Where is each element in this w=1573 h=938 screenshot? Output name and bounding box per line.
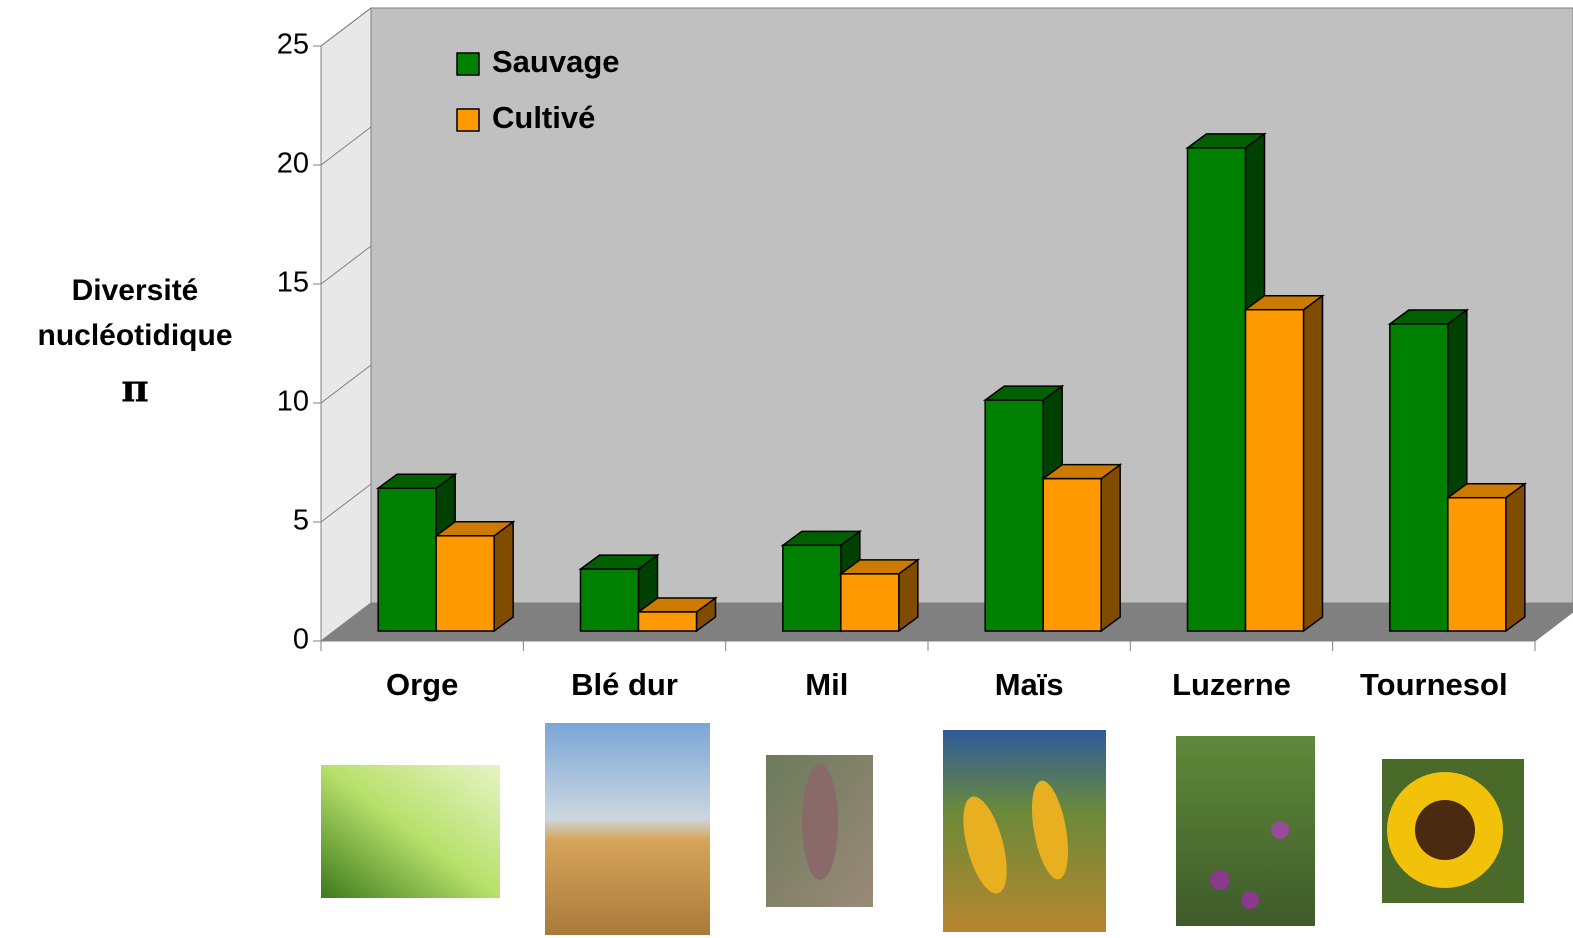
legend-label: Cultivé	[492, 100, 595, 135]
y-tick-label: 20	[277, 148, 309, 180]
bar-front	[435, 535, 495, 632]
bar-front	[377, 487, 437, 632]
bar-front	[984, 399, 1044, 632]
photo-mais-ear	[1032, 780, 1068, 880]
bar	[1040, 463, 1123, 633]
bar-front	[1042, 477, 1102, 632]
x-tick-label: Maïs	[995, 667, 1064, 702]
bar	[433, 520, 516, 633]
bar-side	[493, 520, 514, 633]
plot: 0 5 10 15 20 25 Orge Blé dur Mil Maïs Luzerne Tourn…	[277, 7, 1536, 702]
y-tick-label: 25	[277, 29, 309, 61]
bar-side	[1505, 482, 1526, 633]
grid-line	[320, 7, 372, 47]
bar-front	[1389, 323, 1449, 632]
photo-mais-ear	[963, 796, 1007, 894]
bar-side	[1100, 463, 1121, 633]
bar-front	[1244, 308, 1305, 632]
photo-orge	[321, 765, 500, 898]
x-tick-label: Orge	[386, 667, 458, 702]
y-axis-label: nucléotidique	[38, 319, 233, 352]
y-axis-label: Diversité	[72, 274, 199, 307]
legend-swatch	[456, 108, 480, 132]
bar-front	[782, 544, 842, 632]
legend-label: Sauvage	[492, 44, 620, 79]
photo-luzerne-flower	[1271, 821, 1289, 839]
bar-front	[1447, 496, 1507, 632]
photo-mil-head	[802, 764, 838, 880]
grid-line	[320, 126, 372, 166]
grid-line	[320, 602, 372, 642]
x-tick-label: Blé dur	[571, 667, 678, 702]
photo-ble	[545, 723, 710, 935]
floor-edge	[1534, 611, 1573, 642]
x-tick-label: Mil	[805, 667, 848, 702]
bar-front	[579, 568, 640, 632]
photo-tournesol-center	[1415, 800, 1475, 860]
bar	[1243, 294, 1325, 633]
bar	[1445, 482, 1528, 633]
bar-front	[637, 611, 698, 632]
grid-line	[320, 245, 372, 285]
legend-swatch	[456, 52, 480, 76]
back-wall	[370, 7, 1573, 604]
bar	[838, 558, 921, 633]
side-wall	[320, 6, 372, 643]
bar-side	[1302, 294, 1324, 633]
y-tick-label: 5	[293, 505, 309, 537]
y-tick-label: 0	[293, 624, 309, 656]
y-tick-label: 10	[277, 386, 309, 418]
grid-line	[320, 483, 372, 523]
bar-front	[840, 573, 900, 632]
x-tick-label: Tournesol	[1360, 667, 1508, 702]
bar-front	[1186, 147, 1247, 632]
photo-luzerne-flower	[1241, 891, 1259, 909]
bar	[578, 553, 660, 633]
y-axis-label: π	[121, 366, 149, 411]
grid-line	[320, 364, 372, 404]
x-tick-label: Luzerne	[1172, 667, 1291, 702]
bar	[636, 596, 718, 633]
photo-luzerne-flower	[1210, 870, 1230, 890]
y-tick-label: 15	[277, 267, 309, 299]
